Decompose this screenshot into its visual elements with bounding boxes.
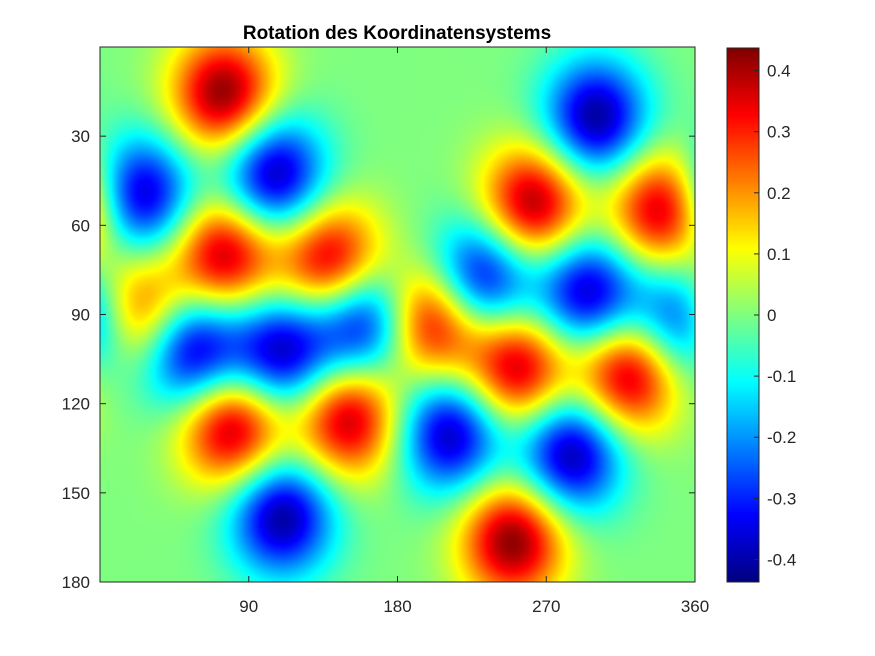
x-axis-ticks: 90 180 270 360 [239,47,709,616]
colorbar: 0.4 0.3 0.2 0.1 0 -0.1 -0.2 -0.3 -0.4 [726,47,796,583]
x-tick-label: 270 [532,597,560,616]
colorbar-tick-label: 0 [767,306,776,325]
x-tick-label: 180 [383,597,411,616]
colorbar-tick-label: -0.3 [767,489,796,508]
heatmap-axes: 90 180 270 360 30 60 90 120 150 180 [62,46,709,616]
y-tick-label: 60 [71,216,90,235]
colorbar-gradient-container [727,48,759,582]
colorbar-tick-label: 0.3 [767,123,791,142]
y-tick-label: 30 [71,127,90,146]
y-tick-label: 150 [62,484,90,503]
heatmap-image-container [100,47,695,582]
colorbar-tick-label: -0.1 [767,367,796,386]
y-tick-label: 120 [62,395,90,414]
heatmap-image [100,47,695,582]
colorbar-tick-label: -0.2 [767,428,796,447]
x-tick-label: 90 [239,597,258,616]
chart-title: Rotation des Koordinatensystems [243,23,551,44]
colorbar-tick-label: 0.2 [767,184,791,203]
y-axis-ticks: 30 60 90 120 150 180 [62,127,695,592]
colorbar-tick-label: -0.4 [767,550,796,569]
colorbar-ticks: 0.4 0.3 0.2 0.1 0 -0.1 -0.2 -0.3 -0.4 [754,62,796,569]
y-tick-label: 90 [71,306,90,325]
y-tick-label: 180 [62,573,90,592]
colorbar-gradient [727,48,759,582]
colorbar-tick-label: 0.4 [767,62,791,81]
colorbar-tick-label: 0.1 [767,245,791,264]
x-tick-label: 360 [681,597,709,616]
